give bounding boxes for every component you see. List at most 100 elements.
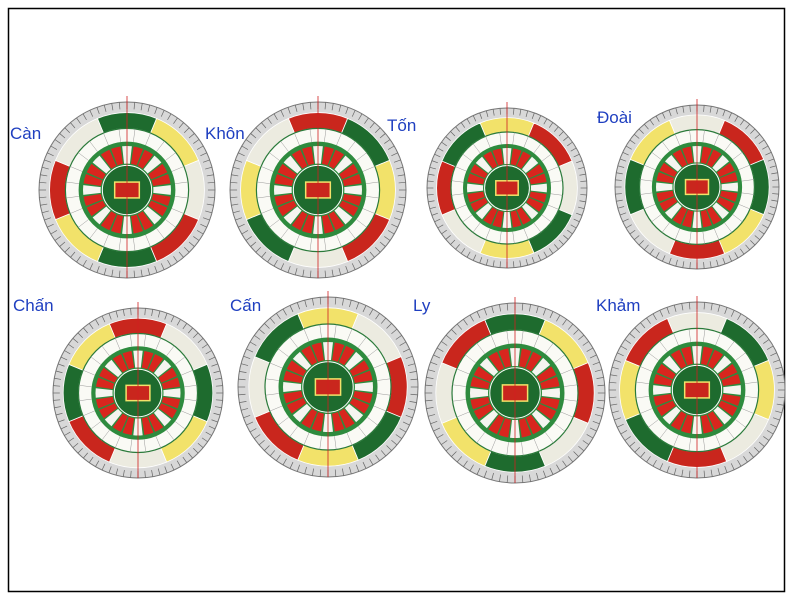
tick [445, 235, 451, 240]
tick [770, 352, 777, 357]
ring-divider [367, 348, 379, 358]
inner-sector [328, 149, 345, 169]
tick [722, 109, 726, 117]
tick [255, 127, 262, 134]
ring-divider [455, 204, 467, 210]
tick [118, 102, 121, 110]
tick [589, 427, 597, 432]
tick [369, 251, 375, 258]
tick [188, 133, 195, 139]
ring-divider [82, 410, 95, 417]
tick [193, 139, 200, 144]
tick [405, 355, 413, 360]
tick [619, 212, 627, 216]
ring-divider [674, 228, 680, 241]
tick [451, 329, 457, 335]
slide-frame [7, 7, 786, 593]
tick [499, 304, 501, 312]
ring-divider [724, 222, 733, 233]
inner-sector [656, 363, 676, 380]
tick [710, 303, 713, 311]
tick [434, 153, 441, 158]
ring-divider [103, 132, 109, 146]
ring-divider [78, 384, 92, 388]
inner-sector [516, 151, 531, 169]
inner-sector [541, 388, 561, 398]
tick [771, 199, 778, 202]
inner-sector [723, 385, 741, 395]
inner-sector [158, 403, 177, 419]
ring-divider [661, 222, 670, 233]
tick [428, 173, 435, 176]
tick [273, 259, 278, 267]
inner-sector [682, 146, 694, 165]
ring-divider [564, 384, 578, 387]
inner-sector [99, 367, 118, 383]
inner-sector [483, 207, 498, 225]
tick [425, 384, 433, 387]
ring-divider [269, 362, 283, 369]
tick [108, 466, 112, 473]
inner-sector [100, 149, 117, 169]
inner-sector [112, 354, 128, 373]
tick [703, 302, 706, 310]
tick [675, 107, 678, 115]
inner-sector [277, 200, 297, 217]
tick [681, 469, 684, 477]
ring-divider [155, 337, 162, 350]
inner-sector [158, 367, 177, 383]
ring-divider [156, 228, 165, 240]
tick [230, 181, 238, 184]
ring-divider [69, 166, 83, 172]
inner-sector [470, 376, 490, 389]
tick [451, 451, 457, 457]
tick [304, 299, 307, 308]
inner-sector [151, 173, 171, 187]
tick [64, 431, 71, 436]
tick [207, 181, 215, 184]
tick [563, 235, 569, 240]
tick [521, 475, 524, 483]
tick [703, 262, 705, 269]
ring-divider [294, 132, 300, 146]
tick [355, 302, 360, 310]
inner-sector [153, 359, 172, 378]
inner-sector [526, 197, 544, 212]
tick [427, 414, 436, 417]
tick [170, 463, 175, 471]
tick [176, 319, 181, 326]
inner-sector [291, 211, 308, 231]
ring-divider [373, 362, 387, 369]
tick [549, 311, 554, 319]
tick [445, 445, 452, 452]
tick [294, 104, 298, 112]
inner-sector [301, 146, 315, 166]
inner-sector [479, 357, 499, 377]
inner-sector [467, 191, 485, 203]
inner-sector [682, 209, 694, 228]
ring-divider [324, 128, 327, 143]
tick [276, 313, 281, 320]
ring-divider [166, 345, 175, 357]
tick [542, 308, 547, 316]
inner-sector [292, 403, 312, 423]
tick [625, 224, 632, 229]
tick [570, 147, 577, 152]
ring-divider [77, 152, 89, 161]
ring-divider [464, 354, 476, 364]
tick [130, 308, 132, 316]
tick [391, 328, 398, 335]
tick [176, 460, 181, 467]
tick [193, 332, 199, 338]
tick [728, 255, 732, 262]
ring-divider [726, 428, 735, 440]
inner-sector [354, 382, 373, 392]
tick [766, 345, 774, 350]
tick [427, 369, 436, 372]
inner-sector [92, 206, 111, 225]
tick [345, 265, 349, 273]
ring-divider [490, 438, 497, 452]
inner-sector [700, 146, 712, 165]
tick [594, 414, 603, 417]
ring-divider [550, 193, 563, 196]
